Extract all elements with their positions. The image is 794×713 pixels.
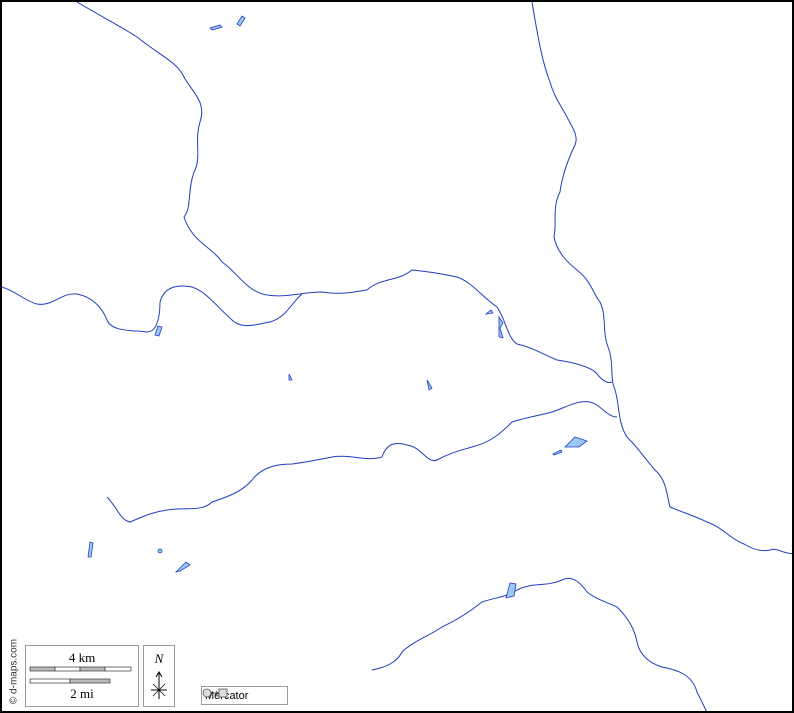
lake (505, 582, 517, 599)
river-north-west (76, 2, 613, 383)
scale-bar: 4 km 2 mi (25, 645, 139, 707)
lake (498, 315, 504, 339)
lake (484, 309, 494, 315)
projection-box: Mercator (201, 686, 288, 705)
river-east (531, 2, 792, 555)
lake (154, 325, 163, 337)
lake (236, 15, 246, 27)
lake (552, 449, 563, 456)
lake (174, 561, 191, 573)
river-central-south (106, 401, 618, 523)
scale-bars (29, 666, 132, 684)
north-label: N (154, 651, 164, 666)
lake (426, 379, 433, 391)
scale-km-label: 4 km (68, 650, 96, 665)
lake (87, 541, 94, 558)
circle-to-square-icon (202, 688, 228, 698)
scale-mi-label: 2 mi (70, 686, 94, 701)
north-arrow-icon (151, 671, 167, 699)
lake (288, 373, 293, 381)
lake (209, 24, 223, 31)
north-arrow: N (143, 645, 175, 707)
river-central-west (2, 285, 303, 333)
river-south (371, 577, 707, 711)
lake (564, 436, 588, 448)
lake (157, 548, 163, 554)
credit-text: © d-maps.com (8, 638, 20, 705)
